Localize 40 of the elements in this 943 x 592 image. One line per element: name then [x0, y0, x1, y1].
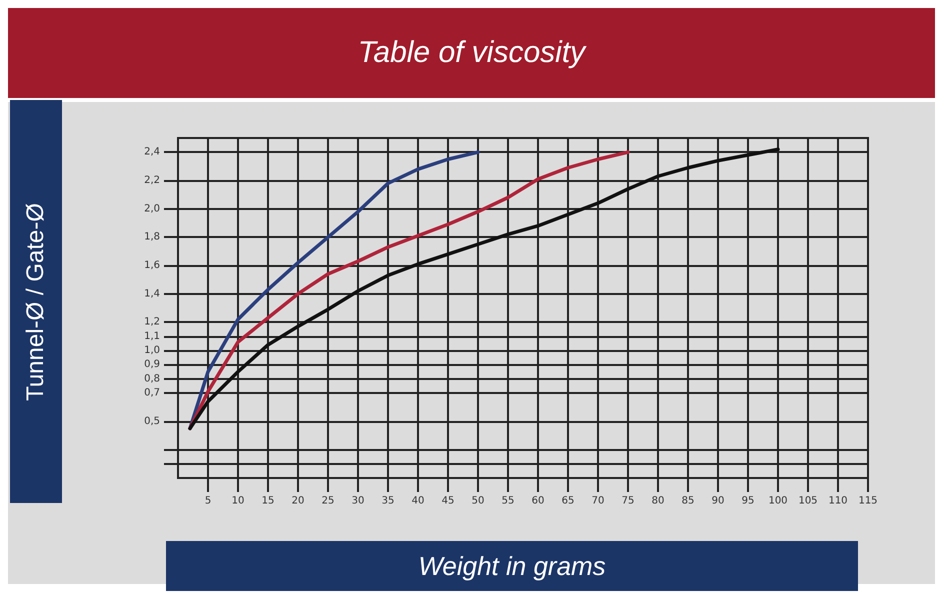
- x-tick-label: 110: [828, 496, 848, 506]
- x-tick-label: 70: [592, 496, 604, 506]
- y-tick-label: 2,0: [144, 203, 160, 214]
- x-tick-label: 80: [652, 496, 664, 506]
- x-tick-label: 20: [292, 496, 304, 506]
- y-tick-label: 1,0: [144, 345, 160, 356]
- x-tick-label: 45: [442, 496, 454, 506]
- x-tick-label: 60: [532, 496, 544, 506]
- y-tick-label: 0,7: [144, 388, 160, 398]
- x-tick-label: 90: [712, 496, 724, 506]
- y-tick-label: 1,6: [144, 260, 160, 271]
- x-axis-title: Weight in grams: [418, 550, 606, 582]
- chart-title: Table of viscosity: [358, 36, 586, 70]
- x-tick-label: 55: [502, 496, 514, 506]
- y-tick-label: 2,4: [144, 146, 160, 158]
- y-tick-label: 0,5: [144, 416, 160, 427]
- line-series: [188, 148, 780, 430]
- y-tick-label: 1,2: [144, 316, 160, 328]
- x-tick-label: 25: [322, 496, 334, 506]
- x-tick-label: 75: [622, 496, 634, 506]
- x-tick-label: 85: [682, 496, 694, 506]
- x-tick-label: 50: [472, 496, 484, 506]
- y-tick-label: 2,2: [144, 175, 160, 186]
- x-tick-label: 40: [412, 496, 424, 506]
- x-tick-label: 100: [768, 496, 788, 506]
- y-axis-title: Tunnel-Ø / Gate-Ø: [22, 202, 50, 400]
- y-tick-label: 0,8: [144, 373, 160, 384]
- x-tick-label: 10: [232, 496, 244, 506]
- x-tick-label: 5: [204, 496, 212, 506]
- y-tick-label: 1,8: [144, 232, 160, 243]
- x-tick-label: 30: [352, 496, 364, 506]
- x-tick-label: 35: [382, 496, 394, 506]
- x-tick-label: 15: [262, 496, 274, 506]
- x-tick-label: 115: [858, 496, 878, 506]
- x-tick-label: 105: [798, 496, 818, 506]
- x-tick-label: 95: [742, 496, 754, 506]
- y-tick-label: 0,9: [144, 359, 160, 370]
- x-tick-label: 65: [562, 496, 574, 506]
- y-tick-label: 1,1: [144, 330, 160, 342]
- y-tick-label: 1,4: [144, 288, 160, 300]
